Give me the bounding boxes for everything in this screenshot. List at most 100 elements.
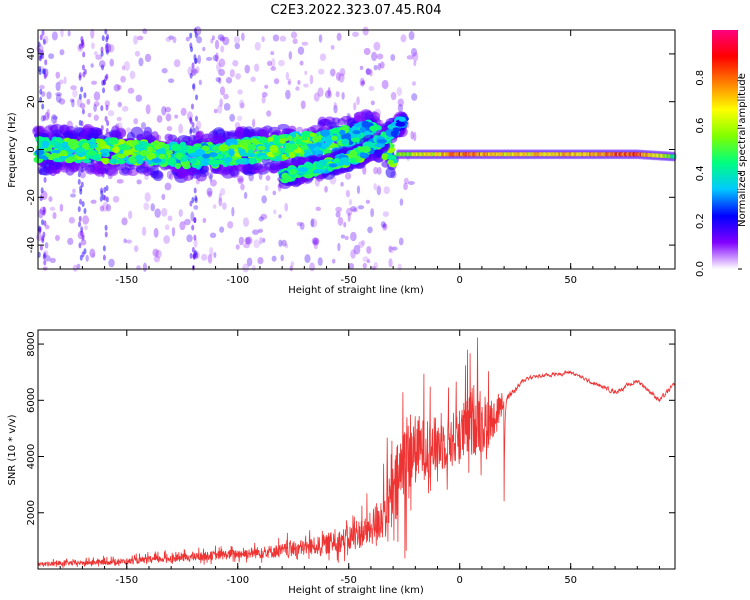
spectrogram-noise-point	[89, 248, 96, 258]
spectrogram-noise-point	[191, 69, 199, 74]
spectrogram-noise-point	[117, 101, 123, 108]
spectrogram-noise-point	[300, 100, 306, 110]
spectrogram-streak-point	[79, 198, 83, 205]
spectrogram-noise-point	[193, 205, 199, 210]
spectrogram-noise-point	[93, 104, 97, 112]
spectrogram-streak-point	[191, 62, 195, 69]
spectrogram-noise-point	[315, 206, 321, 212]
spectrogram-noise-point	[292, 38, 298, 45]
spectrogram-noise-point	[44, 111, 50, 121]
ridge-halo	[121, 166, 130, 175]
spectrogram-noise-point	[373, 183, 378, 191]
spectrogram-noise-point	[287, 80, 291, 86]
spectrogram-noise-point	[329, 68, 336, 77]
ridge-halo	[242, 163, 253, 175]
spectrogram-noise-point	[376, 185, 382, 196]
spectrogram-noise-point	[122, 105, 129, 112]
spectrogram-streak-point	[43, 176, 47, 183]
colorbar-tick-label: 0.2	[695, 213, 706, 229]
spectrogram-streak-point	[104, 28, 108, 35]
ridge-point	[285, 146, 293, 154]
spectrogram-noise-point	[174, 114, 179, 119]
spectrogram-streak-point	[190, 46, 194, 53]
spectrogram-streak-point	[106, 33, 110, 40]
spectrogram-noise-point	[368, 85, 375, 92]
spectrogram-noise-point	[259, 236, 263, 245]
spectrogram-noise-point	[388, 246, 394, 254]
ridge-point	[117, 153, 126, 159]
spectrogram-noise-point	[44, 242, 49, 249]
ridge-halo	[65, 166, 75, 176]
spectrogram-noise-point	[154, 208, 161, 218]
spectrogram-streak-point	[37, 48, 41, 55]
spectrogram-noise-point	[219, 226, 225, 233]
colorbar-gradient	[712, 30, 738, 269]
spectrogram-noise-point	[155, 249, 162, 259]
spectrogram-noise-point	[272, 190, 277, 196]
spectrogram-streak-point	[80, 36, 84, 43]
spectrogram-noise-point	[206, 187, 213, 196]
spectrogram-noise-point	[343, 221, 347, 228]
spectrogram-streak-point	[103, 194, 107, 201]
spectrogram-noise-point	[333, 101, 337, 110]
spectrogram-noise-point	[225, 77, 233, 84]
spectrogram-noise-point	[82, 215, 90, 225]
spectrogram-streak-point	[81, 64, 85, 71]
spectrogram-noise-point	[72, 264, 78, 272]
spectrogram-noise-point	[91, 80, 98, 85]
spectrogram-noise-point	[324, 185, 328, 193]
spectrogram-noise-point	[196, 120, 202, 130]
spectrogram-streak-point	[193, 234, 197, 241]
spectrogram-streak-point	[106, 120, 110, 127]
spectrogram-noise-point	[360, 81, 366, 86]
spectrogram-streak-point	[42, 231, 46, 238]
spectrogram-noise-point	[250, 76, 256, 82]
spectrogram-noise-point	[209, 246, 214, 257]
spectrogram-noise-point	[270, 66, 277, 71]
branch-point	[297, 167, 309, 173]
spectrogram-noise-point	[290, 31, 298, 39]
snr-frame	[37, 329, 676, 570]
ridge-point	[52, 158, 64, 163]
spectrogram-noise-point	[142, 28, 148, 35]
spectrogram-streak-point	[102, 245, 106, 252]
spectrogram-streak-point	[41, 103, 45, 110]
branch-point	[395, 122, 406, 127]
spectrogram-noise-point	[296, 221, 303, 227]
ridge-point	[41, 140, 50, 149]
spectrogram-noise-point	[138, 57, 144, 67]
spectrogram-streak-point	[192, 83, 196, 90]
snr-ytick-label: 6000	[26, 388, 37, 413]
spectrogram-noise-point	[408, 31, 415, 41]
spectrogram-noise-point	[164, 182, 172, 191]
spectrogram-noise-point	[134, 245, 139, 253]
spectrogram-noise-point	[304, 70, 308, 76]
spectrogram-noise-point	[214, 52, 219, 63]
spectrogram-noise-point	[264, 185, 269, 192]
spectrogram-noise-point	[207, 253, 213, 264]
spectrogram-streak-point	[39, 88, 43, 95]
ridge-halo	[104, 167, 119, 177]
spectrogram-noise-point	[252, 118, 256, 128]
spectrogram-noise-point	[185, 36, 190, 42]
spectrogram-noise-point	[121, 65, 126, 71]
spectrogram-noise-point	[222, 202, 227, 210]
spectrogram-streak-point	[195, 94, 199, 101]
spectrogram-noise-point	[261, 36, 265, 43]
ridge-point	[134, 154, 144, 161]
spectrogram-ytick-label: 40	[26, 48, 37, 61]
ridge-halo	[213, 134, 224, 146]
spectrogram-streak-point	[193, 217, 197, 224]
spectrogram-noise-point	[319, 53, 327, 62]
ridge-halo	[364, 111, 374, 121]
spectrogram-noise-point	[135, 94, 143, 102]
snr-ytick-label: 8000	[26, 331, 37, 356]
spectrogram-noise-point	[403, 177, 409, 185]
ridge-point	[171, 143, 182, 152]
spectrogram-noise-point	[412, 51, 419, 62]
spectrogram-noise-point	[362, 262, 367, 269]
spectrogram-streak-point	[100, 50, 104, 57]
snr-ylabel: SNR (10 * v/v)	[7, 414, 18, 485]
spectrogram-streak-point	[103, 186, 107, 193]
spectrogram-noise-point	[377, 62, 382, 71]
